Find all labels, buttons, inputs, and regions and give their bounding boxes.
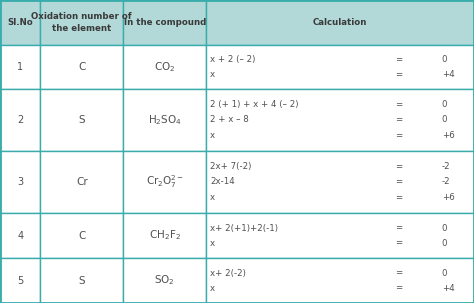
Text: +4: +4	[442, 70, 455, 79]
Bar	[123, 258, 206, 303]
Bar	[206, 151, 474, 213]
Text: -2: -2	[442, 178, 450, 186]
Text: H$_2$SO$_4$: H$_2$SO$_4$	[148, 113, 182, 127]
Bar	[0, 0, 40, 45]
Text: 5: 5	[17, 275, 23, 285]
Text: =: =	[395, 178, 402, 186]
Bar	[206, 0, 474, 45]
Bar	[206, 213, 474, 258]
Text: +6: +6	[442, 193, 455, 202]
Text: 2x-14: 2x-14	[210, 178, 235, 186]
Bar	[0, 89, 40, 151]
Text: 0: 0	[442, 100, 447, 109]
Text: x: x	[210, 193, 215, 202]
Text: 2: 2	[17, 115, 23, 125]
Text: x: x	[210, 238, 215, 248]
Bar	[206, 45, 474, 89]
Text: x: x	[210, 131, 215, 140]
Bar	[0, 151, 40, 213]
Text: x+ 2(+1)+2(-1): x+ 2(+1)+2(-1)	[210, 224, 278, 232]
Text: 0: 0	[442, 55, 447, 64]
Text: In the compound: In the compound	[124, 18, 206, 27]
Text: x + 2 (– 2): x + 2 (– 2)	[210, 55, 255, 64]
Text: S: S	[79, 275, 85, 285]
Text: =: =	[395, 224, 402, 232]
Text: Sl.No: Sl.No	[7, 18, 33, 27]
Bar	[206, 258, 474, 303]
Text: CH$_2$F$_2$: CH$_2$F$_2$	[149, 229, 181, 242]
Text: Oxidation number of
the element: Oxidation number of the element	[31, 12, 132, 32]
Bar	[206, 89, 474, 151]
Bar	[0, 45, 40, 89]
Text: =: =	[395, 100, 402, 109]
Text: 2 + x – 8: 2 + x – 8	[210, 115, 249, 124]
Text: Cr: Cr	[76, 177, 88, 187]
Text: =: =	[395, 55, 402, 64]
Text: C: C	[78, 231, 85, 241]
Bar	[40, 45, 123, 89]
Text: =: =	[395, 268, 402, 278]
Text: 0: 0	[442, 238, 447, 248]
Text: x+ 2(-2): x+ 2(-2)	[210, 268, 246, 278]
Bar	[0, 213, 40, 258]
Text: 0: 0	[442, 268, 447, 278]
Text: S: S	[79, 115, 85, 125]
Text: x: x	[210, 70, 215, 79]
Text: 0: 0	[442, 115, 447, 124]
Text: 3: 3	[17, 177, 23, 187]
Text: Cr$_2$O$_7^{2-}$: Cr$_2$O$_7^{2-}$	[146, 174, 184, 190]
Text: CO$_2$: CO$_2$	[154, 60, 175, 74]
Bar	[123, 151, 206, 213]
Text: =: =	[395, 115, 402, 124]
Text: x: x	[210, 284, 215, 292]
Text: 4: 4	[17, 231, 23, 241]
Text: 2x+ 7(-2): 2x+ 7(-2)	[210, 162, 251, 171]
Bar	[40, 151, 123, 213]
Text: 0: 0	[442, 224, 447, 232]
Bar	[123, 45, 206, 89]
Bar	[123, 0, 206, 45]
Text: 2 (+ 1) + x + 4 (– 2): 2 (+ 1) + x + 4 (– 2)	[210, 100, 299, 109]
Bar	[40, 0, 123, 45]
Bar	[40, 213, 123, 258]
Text: 1: 1	[17, 62, 23, 72]
Text: -2: -2	[442, 162, 450, 171]
Text: =: =	[395, 238, 402, 248]
Text: =: =	[395, 131, 402, 140]
Text: =: =	[395, 70, 402, 79]
Text: C: C	[78, 62, 85, 72]
Bar	[123, 213, 206, 258]
Text: +4: +4	[442, 284, 455, 292]
Bar	[0, 258, 40, 303]
Bar	[40, 258, 123, 303]
Text: Calculation: Calculation	[313, 18, 367, 27]
Text: +6: +6	[442, 131, 455, 140]
Text: =: =	[395, 162, 402, 171]
Bar	[123, 89, 206, 151]
Text: SO$_2$: SO$_2$	[155, 274, 175, 288]
Text: =: =	[395, 284, 402, 292]
Bar	[40, 89, 123, 151]
Text: =: =	[395, 193, 402, 202]
